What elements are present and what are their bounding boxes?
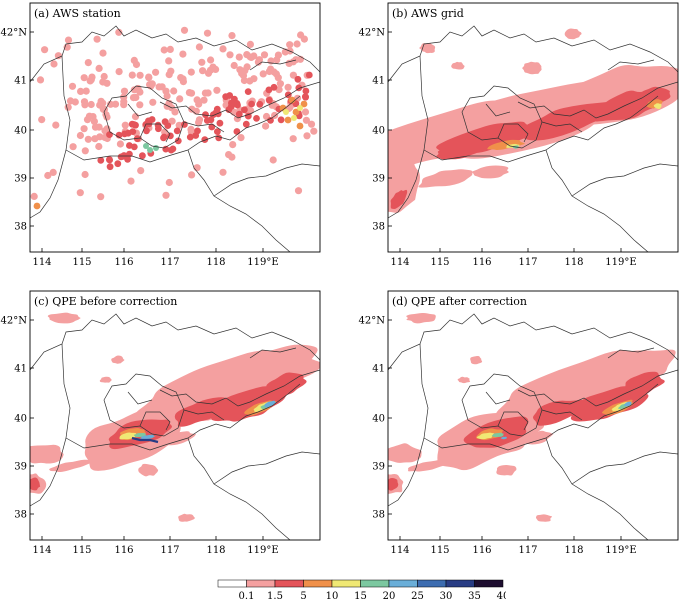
legend-swatch <box>217 579 247 588</box>
map-panel-qpe-before: (c) QPE before correction 114 115 116 117 118… <box>0 288 350 576</box>
y-tick-label: 39 <box>14 462 27 473</box>
x-tick-label: 118 <box>206 545 225 556</box>
map-canvas: (c) QPE before correction 114 115 116 117 118… <box>1 290 321 556</box>
x-tick-label: 117 <box>160 545 179 556</box>
map-frame <box>387 2 679 253</box>
legend-level-label: 25 <box>411 591 424 600</box>
x-tick-label: 115 <box>72 545 91 556</box>
y-tick-label: 41 <box>14 76 27 87</box>
x-tick-label: 118 <box>206 257 225 268</box>
x-tick-label: 117 <box>518 545 537 556</box>
x-tick-label: 116 <box>114 257 133 268</box>
x-tick-label: 115 <box>430 545 449 556</box>
precipitation-legend: 0.1 1.5 5 10 15 20 25 30 35 40 <box>216 579 509 604</box>
x-tick-label: 119°E <box>605 545 636 556</box>
y-tick-label: 39 <box>372 462 385 473</box>
x-tick-label: 114 <box>390 257 409 268</box>
rainfall-field <box>388 312 676 522</box>
y-tick-label: 41 <box>372 76 385 87</box>
map-panel-qpe-after: (d) QPE after correction 114 115 116 117 118 1… <box>358 288 700 576</box>
rainfall-field <box>30 312 320 522</box>
y-tick-label: 39 <box>14 174 27 185</box>
legend-level-label: 1.5 <box>267 591 283 600</box>
legend-level-label: 35 <box>468 591 481 600</box>
x-tick-label: 117 <box>518 257 537 268</box>
x-tick-label: 115 <box>430 257 449 268</box>
boundary-lines <box>388 313 678 540</box>
x-tick-label: 117 <box>160 257 179 268</box>
legend-level-label: 15 <box>354 591 367 600</box>
map-canvas: (a) AWS station 114 115 116 117 118 119°E 42°N 4… <box>1 2 321 268</box>
y-tick-label: 38 <box>14 222 27 233</box>
y-tick-label: 40 <box>14 126 27 137</box>
legend-swatch <box>360 579 390 588</box>
boundary-lines <box>30 313 320 540</box>
legend-swatch <box>274 579 304 588</box>
legend-swatch <box>474 579 504 588</box>
map-panel-aws-station: (a) AWS station 114 115 116 117 118 119°E 42°N 4… <box>0 0 350 288</box>
map-panel-aws-grid: (b) AWS grid 114 115 116 117 118 119°E 42°N 41 40… <box>358 0 700 288</box>
rainfall-field <box>388 28 678 213</box>
y-tick-label: 41 <box>372 364 385 375</box>
legend-swatch <box>303 579 333 588</box>
x-tick-label: 119°E <box>605 257 636 268</box>
legend-level-label: 40 <box>497 591 506 600</box>
map-frame <box>29 2 321 253</box>
legend-level-label: 30 <box>440 591 453 600</box>
legend-swatch <box>445 579 475 588</box>
x-tick-label: 116 <box>472 257 491 268</box>
rainfall-field <box>30 26 318 210</box>
panel-title: (c) QPE before correction <box>34 295 177 308</box>
map-frame <box>29 290 321 541</box>
map-canvas: (b) AWS grid 114 115 116 117 118 119°E 42°N 41 40… <box>359 2 679 268</box>
x-tick-label: 119°E <box>247 545 278 556</box>
y-tick-label: 42°N <box>1 316 28 327</box>
x-tick-label: 118 <box>564 545 583 556</box>
y-tick-label: 40 <box>372 126 385 137</box>
x-tick-label: 118 <box>564 257 583 268</box>
y-tick-label: 41 <box>14 364 27 375</box>
y-tick-label: 40 <box>372 414 385 425</box>
y-tick-label: 42°N <box>359 316 386 327</box>
x-tick-label: 116 <box>114 545 133 556</box>
x-tick-label: 114 <box>32 545 51 556</box>
map-frame <box>387 290 679 541</box>
legend-swatch <box>417 579 447 588</box>
legend-swatch <box>246 579 276 588</box>
y-tick-label: 42°N <box>359 28 386 39</box>
y-tick-label: 38 <box>372 510 385 521</box>
legend-swatch <box>331 579 361 588</box>
x-tick-label: 114 <box>32 257 51 268</box>
legend-level-label: 20 <box>383 591 396 600</box>
legend-level-label: 10 <box>326 591 339 600</box>
x-tick-label: 114 <box>390 545 409 556</box>
map-canvas: (d) QPE after correction 114 115 116 117 118 1… <box>359 290 679 556</box>
y-tick-label: 40 <box>14 414 27 425</box>
heavy-rain-core <box>131 436 159 444</box>
panel-title: (a) AWS station <box>34 7 121 20</box>
boundary-lines <box>30 25 320 252</box>
legend-level-label: 5 <box>300 591 306 600</box>
y-tick-label: 39 <box>372 174 385 185</box>
legend-colorbar: 0.1 1.5 5 10 15 20 25 30 35 40 <box>217 579 509 602</box>
panel-title: (b) AWS grid <box>392 7 464 20</box>
x-tick-label: 119°E <box>247 257 278 268</box>
y-tick-label: 38 <box>372 222 385 233</box>
x-tick-label: 115 <box>72 257 91 268</box>
boundary-lines <box>388 25 678 252</box>
x-tick-label: 116 <box>472 545 491 556</box>
panel-title: (d) QPE after correction <box>392 295 527 308</box>
y-tick-label: 42°N <box>1 28 28 39</box>
y-tick-label: 38 <box>14 510 27 521</box>
legend-swatch <box>388 579 418 588</box>
legend-level-label: 0.1 <box>239 591 255 600</box>
